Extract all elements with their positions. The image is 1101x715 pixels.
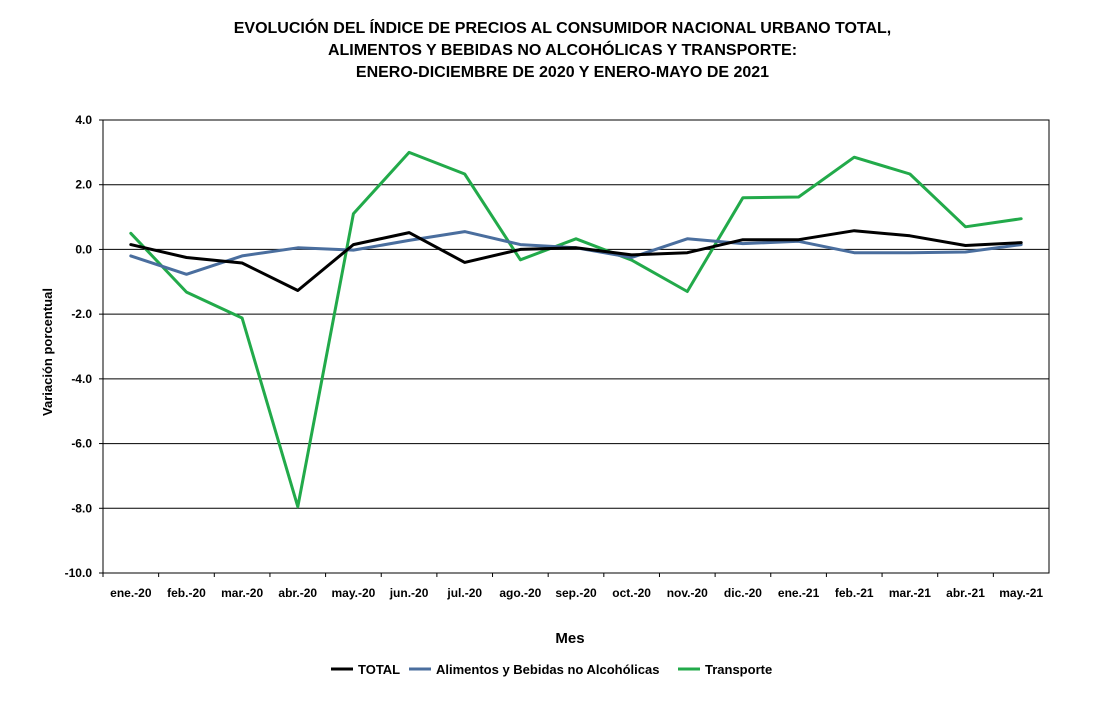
x-tick-label: jul.-20 xyxy=(446,586,482,600)
y-tick-label: 2.0 xyxy=(75,178,92,192)
legend: TOTAL Alimentos y Bebidas no Alcohólicas T… xyxy=(331,662,772,677)
x-tick-label: ene.-20 xyxy=(110,586,152,600)
y-axis-title: Variación porcentual xyxy=(40,288,55,416)
chart-title-line-2: ALIMENTOS Y BEBIDAS NO ALCOHÓLICAS Y TRA… xyxy=(327,42,798,59)
x-tick-label: dic.-20 xyxy=(724,586,762,600)
y-tick-label: 4.0 xyxy=(75,113,92,127)
x-axis-ticks: ene.-20 feb.-20 mar.-20 abr.-20 may.-20 jun.-… xyxy=(102,573,1043,600)
x-tick-label: may.-21 xyxy=(999,586,1043,600)
legend-label-total: TOTAL xyxy=(358,662,400,677)
legend-label-alimentos-y-bebidas-no-alcoh-licas: Alimentos y Bebidas no Alcohólicas xyxy=(436,662,659,677)
x-tick-label: oct.-20 xyxy=(612,586,651,600)
x-tick-label: ene.-21 xyxy=(778,586,820,600)
chart-title: EVOLUCIÓN DEL ÍNDICE DE PRECIOS AL CONSU… xyxy=(0,18,1101,84)
series-line-total xyxy=(129,229,1023,292)
chart-title-line-3: ENERO-DICIEMBRE DE 2020 Y ENERO-MAYO DE … xyxy=(355,64,770,81)
series-line-transporte xyxy=(129,150,1023,509)
y-axis-ticks: 4.0 2.0 0.0 -2.0 -4.0 -6.0 -8.0 -10.0 xyxy=(65,113,103,580)
x-tick-label: feb.-21 xyxy=(835,586,874,600)
plot-frame xyxy=(102,119,1050,574)
y-tick-label: 0.0 xyxy=(75,242,92,256)
plot-area xyxy=(102,119,1050,574)
x-tick-label: abr.-20 xyxy=(278,586,317,600)
x-tick-label: nov.-20 xyxy=(667,586,708,600)
x-tick-label: feb.-20 xyxy=(167,586,206,600)
x-tick-label: mar.-20 xyxy=(221,586,263,600)
y-tick-label: -4.0 xyxy=(71,372,92,386)
x-tick-label: ago.-20 xyxy=(499,586,541,600)
chart-title-line-1: EVOLUCIÓN DEL ÍNDICE DE PRECIOS AL CONSU… xyxy=(233,20,892,37)
x-tick-label: abr.-21 xyxy=(946,586,985,600)
legend-label-transporte: Transporte xyxy=(705,662,772,677)
gridlines xyxy=(103,119,1049,574)
x-tick-label: jun.-20 xyxy=(389,586,429,600)
y-tick-label: -2.0 xyxy=(71,307,92,321)
x-tick-label: mar.-21 xyxy=(889,586,931,600)
y-tick-label: -10.0 xyxy=(65,566,93,580)
series-lines xyxy=(129,150,1023,509)
y-tick-label: -8.0 xyxy=(71,501,92,515)
x-tick-label: may.-20 xyxy=(332,586,376,600)
x-axis-title: Mes xyxy=(555,630,584,647)
x-tick-label: sep.-20 xyxy=(555,586,597,600)
y-tick-label: -6.0 xyxy=(71,437,92,451)
